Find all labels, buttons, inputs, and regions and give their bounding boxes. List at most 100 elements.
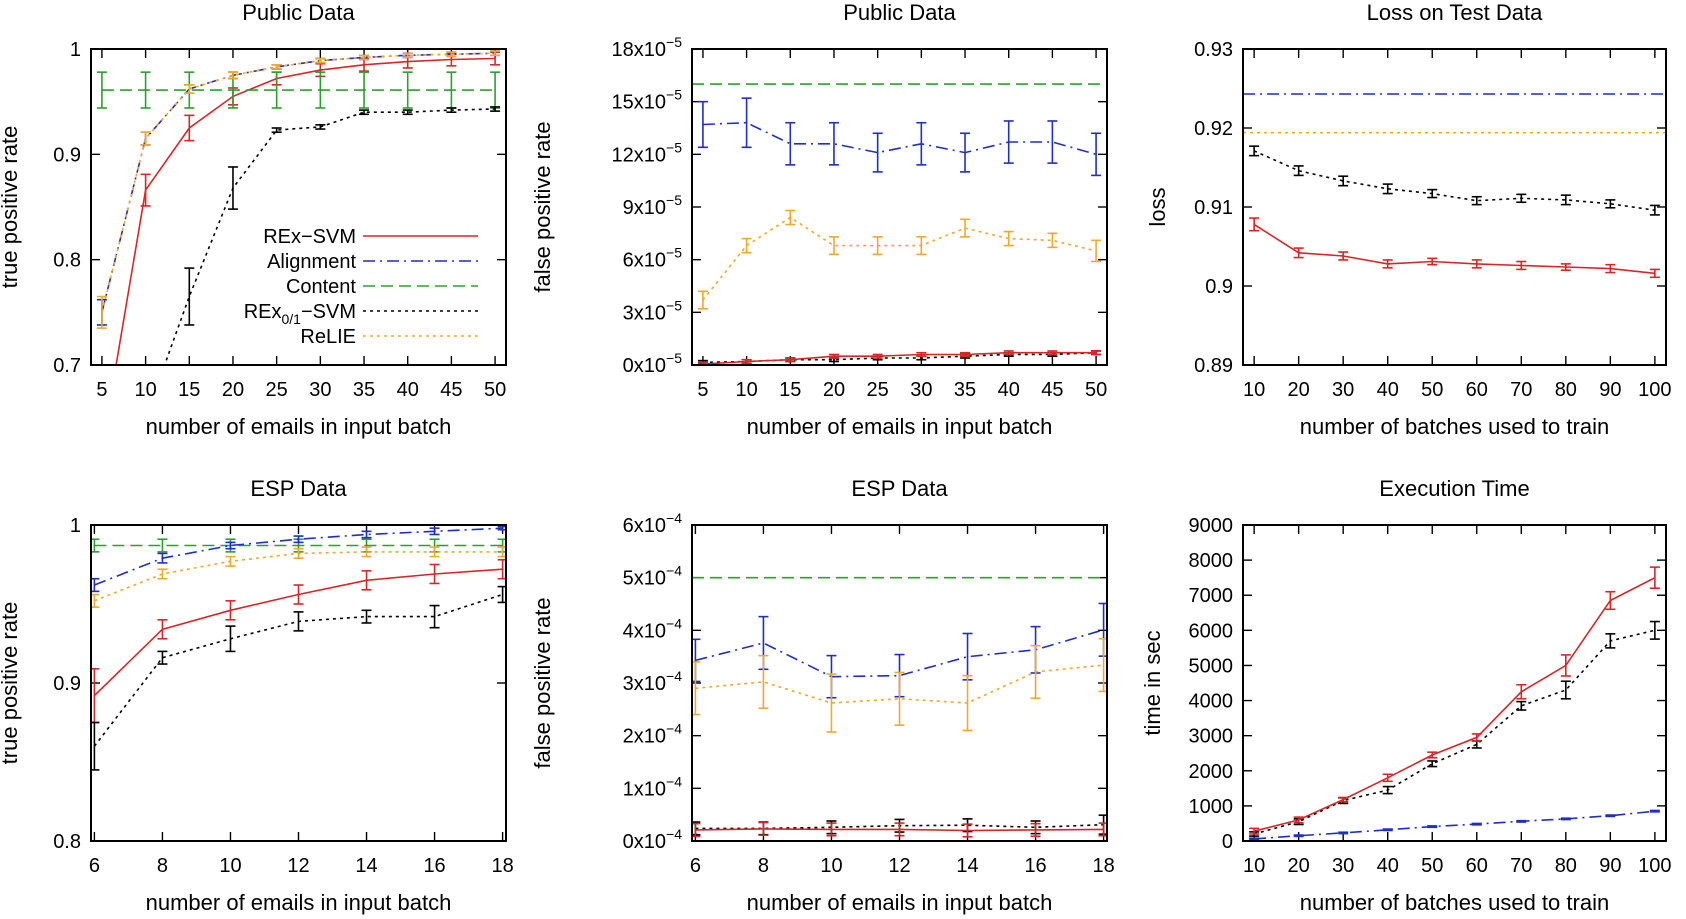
y-tick-label: 2000 bbox=[1189, 761, 1234, 783]
x-tick-label: 8 bbox=[157, 855, 168, 877]
series-4-point bbox=[407, 111, 409, 113]
series-4-point bbox=[1476, 263, 1478, 265]
series-2-point bbox=[297, 538, 300, 540]
x-tick-label: 80 bbox=[1555, 379, 1577, 401]
chart-title: ESP Data bbox=[250, 476, 347, 501]
series-2 bbox=[91, 525, 506, 593]
series-3-point bbox=[494, 89, 496, 91]
y-tick-label-base: 5x10 bbox=[623, 568, 666, 590]
series-2-point bbox=[746, 122, 748, 124]
series-1-point bbox=[145, 189, 147, 191]
series-2-point bbox=[1095, 153, 1097, 155]
series-3-point bbox=[1298, 819, 1300, 821]
series-3 bbox=[1249, 566, 1660, 835]
y-tick-label-exponent: −5 bbox=[666, 245, 682, 261]
legend-label: REx0/1−SVM bbox=[244, 301, 356, 327]
series-5-point bbox=[433, 616, 436, 618]
series-4-point bbox=[161, 628, 164, 630]
y-tick-label-base: 6x10 bbox=[623, 250, 666, 272]
y-tick-label: 5000 bbox=[1189, 655, 1234, 677]
series-4-point bbox=[1253, 223, 1255, 225]
series-3-point bbox=[101, 89, 103, 91]
y-tick-label: 1 bbox=[70, 515, 81, 537]
x-tick-label: 50 bbox=[1421, 379, 1443, 401]
plot-frame bbox=[1242, 48, 1667, 366]
x-tick-label: 30 bbox=[1332, 379, 1354, 401]
chart-panel-3: Loss on Test Data number of batches used … bbox=[1145, 0, 1672, 439]
series-1 bbox=[692, 576, 1107, 579]
series-3-point bbox=[501, 551, 504, 553]
series-5-point bbox=[494, 52, 496, 54]
series-layer bbox=[91, 525, 506, 771]
series-3 bbox=[1249, 145, 1660, 216]
y-tick-label: 4x10−4 bbox=[623, 615, 683, 642]
legend-label: Alignment bbox=[267, 251, 356, 273]
y-tick-label-exponent: −5 bbox=[666, 87, 682, 103]
series-2-line bbox=[101, 52, 496, 313]
series-5-point bbox=[1102, 828, 1105, 831]
y-tick-label: 0.9 bbox=[1205, 276, 1233, 298]
x-tick-label: 40 bbox=[998, 379, 1020, 401]
series-1-point bbox=[363, 64, 365, 66]
series-3-point bbox=[1008, 238, 1010, 240]
x-tick-label: 60 bbox=[1466, 855, 1488, 877]
series-3-point bbox=[1565, 199, 1567, 201]
series-2-point bbox=[229, 544, 232, 547]
series-5-point bbox=[694, 829, 697, 831]
series-4-point bbox=[501, 568, 504, 570]
series-3-point bbox=[1476, 736, 1478, 739]
series-5-point bbox=[762, 828, 765, 830]
legend-label: Content bbox=[286, 276, 356, 298]
y-tick-label: 6000 bbox=[1189, 620, 1234, 642]
series-5-point bbox=[501, 593, 504, 596]
series-1-point bbox=[101, 449, 102, 450]
series-4-point bbox=[232, 187, 234, 189]
series-2-point bbox=[433, 530, 436, 532]
x-axis-label: number of emails in input batch bbox=[146, 414, 452, 439]
chart-title: Execution Time bbox=[1379, 476, 1529, 501]
legend-label: ReLIE bbox=[300, 326, 356, 348]
y-tick-label-base: 9x10 bbox=[623, 197, 666, 219]
series-1-point bbox=[1609, 815, 1611, 817]
y-tick-label: 6x10−5 bbox=[623, 245, 683, 272]
series-4-point bbox=[276, 129, 278, 131]
series-3-point bbox=[1520, 197, 1522, 199]
x-tick-label: 40 bbox=[1377, 855, 1399, 877]
x-tick-label: 15 bbox=[178, 379, 200, 401]
series-3-point bbox=[365, 551, 368, 553]
x-tick-label: 10 bbox=[820, 855, 842, 877]
series-5-point bbox=[319, 59, 321, 62]
x-tick-label: 15 bbox=[779, 379, 801, 401]
series-2-point bbox=[694, 659, 697, 661]
x-tick-label: 5 bbox=[96, 379, 107, 401]
y-tick-label: 4000 bbox=[1189, 691, 1234, 713]
y-tick-label-base: 6x10 bbox=[623, 515, 666, 537]
series-1-point bbox=[161, 544, 164, 547]
y-axis-label: true positive rate bbox=[0, 126, 22, 289]
y-axis-label: loss bbox=[1145, 187, 1170, 226]
x-tick-label: 6 bbox=[89, 855, 100, 877]
y-tick-label-base: 12x10 bbox=[612, 144, 667, 166]
y-tick-label: 12x10−5 bbox=[612, 139, 683, 166]
y-tick-label-exponent: −4 bbox=[666, 826, 682, 842]
series-4-point bbox=[494, 108, 496, 110]
series-3-point bbox=[1609, 599, 1611, 602]
x-tick-label: 10 bbox=[735, 379, 757, 401]
series-2-point bbox=[1008, 141, 1010, 143]
series-5-point bbox=[966, 829, 969, 832]
series-1-point bbox=[319, 69, 321, 71]
series-5-line bbox=[702, 351, 1097, 365]
series-1-point bbox=[1253, 838, 1255, 840]
chart-panel-6: Execution Time number of batches used to … bbox=[1140, 476, 1672, 915]
series-3-point bbox=[1298, 170, 1300, 172]
x-tick-label: 18 bbox=[1092, 855, 1114, 877]
series-3-point bbox=[1342, 180, 1344, 182]
x-tick-label: 50 bbox=[1085, 379, 1107, 401]
x-tick-label: 16 bbox=[1024, 855, 1046, 877]
x-tick-label: 20 bbox=[1288, 855, 1310, 877]
series-4-point bbox=[1298, 252, 1300, 254]
series-5-point bbox=[877, 355, 879, 357]
y-axis-label: true positive rate bbox=[0, 602, 22, 765]
x-tick-label: 35 bbox=[353, 379, 375, 401]
